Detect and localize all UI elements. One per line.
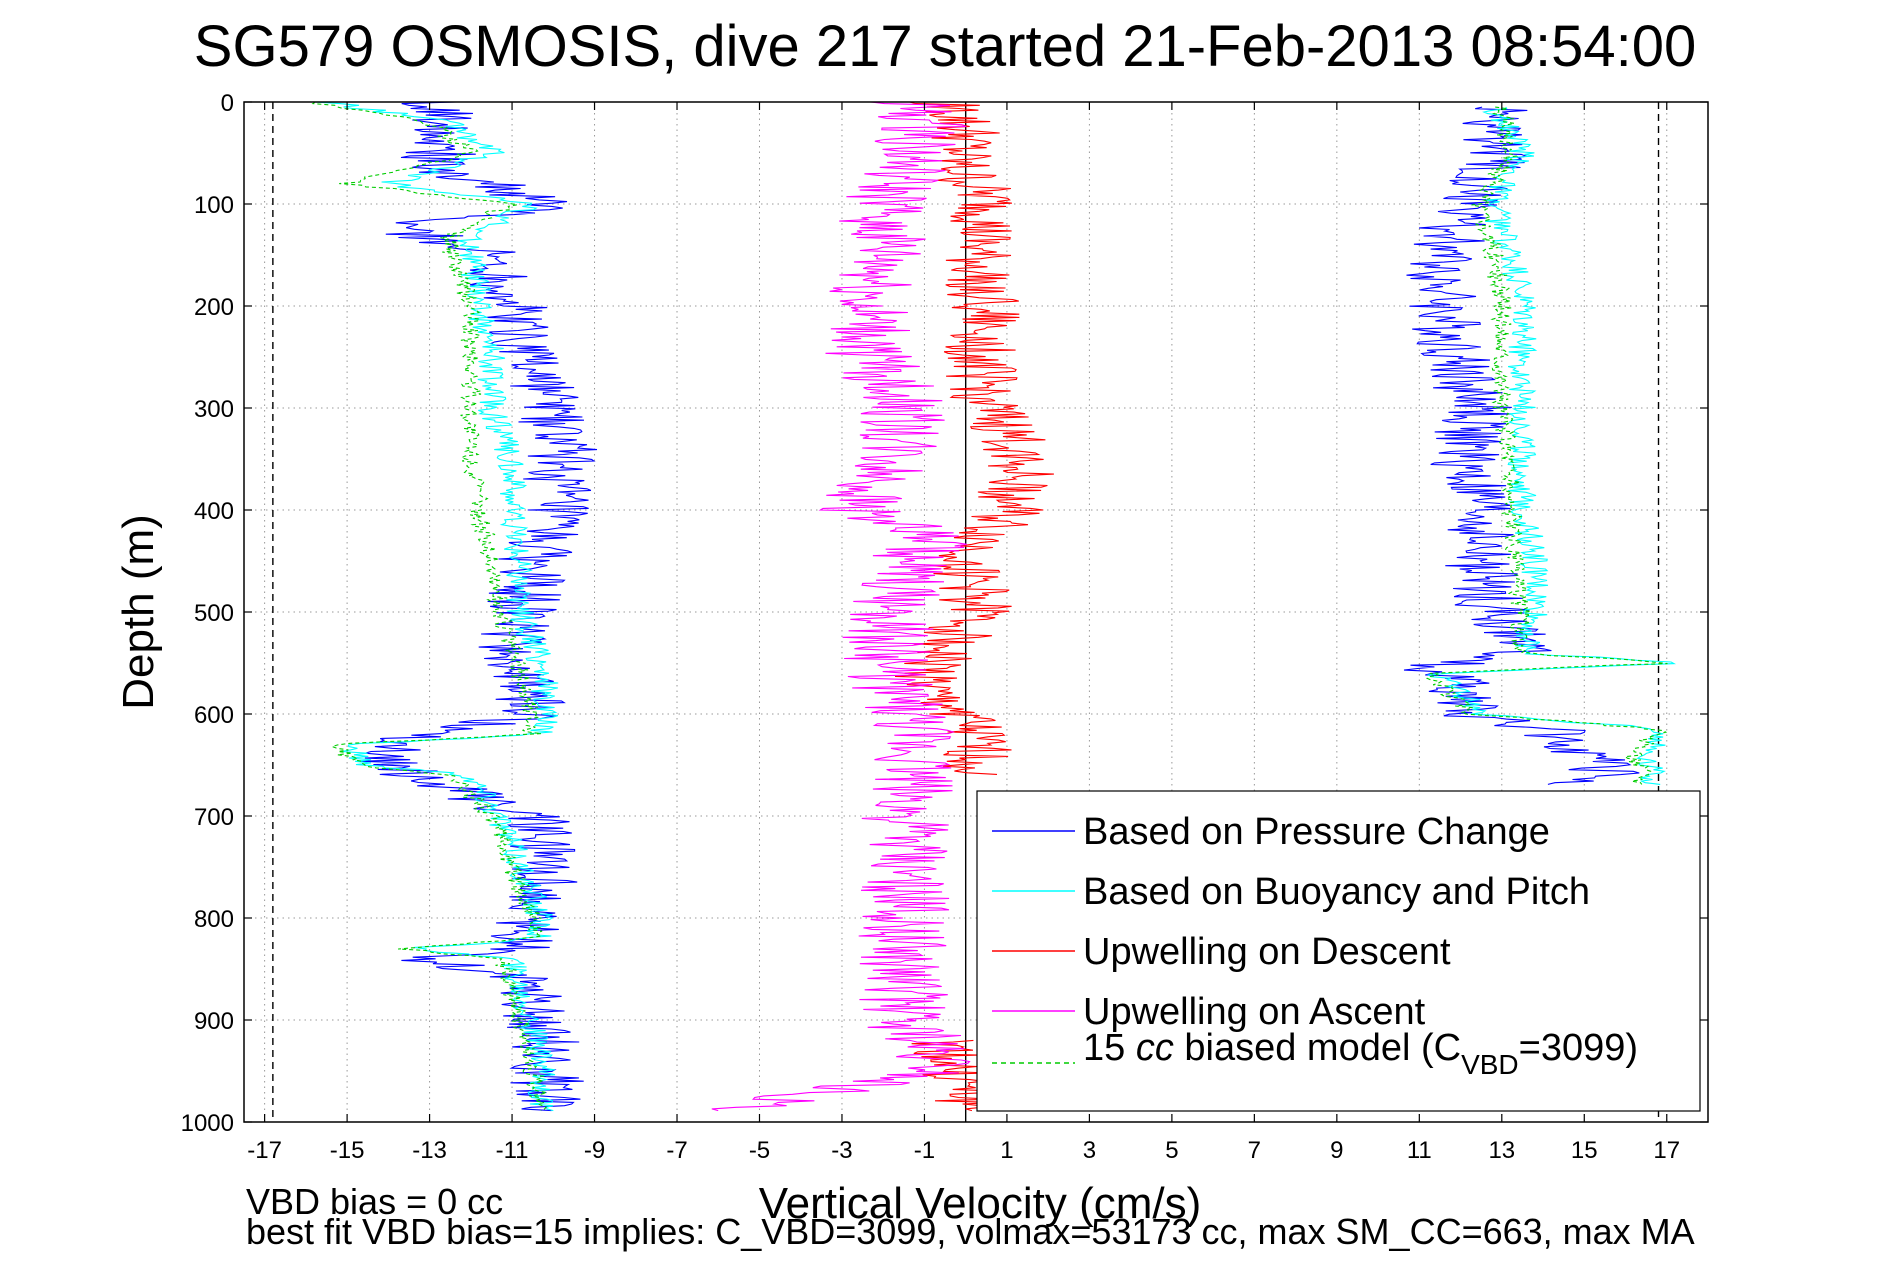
series-line [314,101,559,1112]
legend-label: Upwelling on Ascent [1083,991,1426,1033]
y-tick-label: 400 [194,498,234,525]
x-tick-label: -5 [749,1137,770,1164]
plot-area: -17 -15 -13 -11 -9 -7 -5 -3 -1 1 3 5 7 9 11 13 15 1701002… [181,90,1709,1164]
x-tick-label: 1 [1000,1137,1013,1164]
y-tick-label: 100 [194,192,234,219]
y-tick-label: 1000 [181,1110,234,1137]
x-tick-label: 3 [1083,1137,1096,1164]
legend: Based on Pressure Change Based on Buoyanc… [976,790,1701,1112]
y-tick-label: 0 [221,90,234,117]
series-line [1426,106,1677,785]
legend-label: Based on Pressure Change [1083,811,1550,853]
legend-label: Upwelling on Descent [1083,931,1451,973]
y-tick-label: 700 [194,804,234,831]
x-tick-label: 15 [1571,1137,1598,1164]
series-line [1403,106,1640,785]
series-line [359,101,598,1112]
series-line [311,101,548,1112]
x-tick-label: -3 [831,1137,852,1164]
chart-title: SG579 OSMOSIS, dive 217 started 21-Feb-2… [194,14,1696,79]
x-tick-label: -13 [412,1137,447,1164]
legend-box [976,790,1701,1112]
x-tick-label: 5 [1165,1137,1178,1164]
x-tick-label: 7 [1248,1137,1261,1164]
footer-vbd-bias: VBD bias = 0 cc [246,1181,503,1222]
x-tick-label: -15 [330,1137,365,1164]
x-tick-label: -7 [666,1137,687,1164]
x-tick-label: 11 [1407,1137,1432,1164]
y-tick-label: 200 [194,294,234,321]
y-axis-label: Depth (m) [114,514,163,710]
axis-ticks: -17 -15 -13 -11 -9 -7 -5 -3 -1 1 3 5 7 9 11 13 15 1701002… [181,90,1708,1164]
x-tick-label: -1 [914,1137,935,1164]
x-tick-label: -9 [584,1137,605,1164]
y-tick-label: 900 [194,1008,234,1035]
series-line [894,101,1054,775]
x-tick-label: -17 [247,1137,282,1164]
y-tick-label: 300 [194,396,234,423]
series-line [1425,106,1668,785]
x-tick-label: 17 [1653,1137,1680,1164]
x-tick-label: -11 [496,1137,529,1164]
series-line [711,101,971,1112]
y-tick-label: 500 [194,600,234,627]
x-tick-label: 9 [1330,1137,1343,1164]
footer-best-fit: best fit VBD bias=15 implies: C_VBD=3099… [246,1211,1695,1252]
series-lines [272,101,1677,1122]
legend-label-model: 15 cc biased model (CVBD=3099) [1083,1027,1638,1080]
y-tick-label: 600 [194,702,234,729]
x-axis-label: Vertical Velocity (cm/s) [759,1179,1202,1228]
legend-label: Based on Buoyancy and Pitch [1083,871,1590,913]
x-tick-label: 13 [1488,1137,1515,1164]
y-tick-label: 800 [194,906,234,933]
